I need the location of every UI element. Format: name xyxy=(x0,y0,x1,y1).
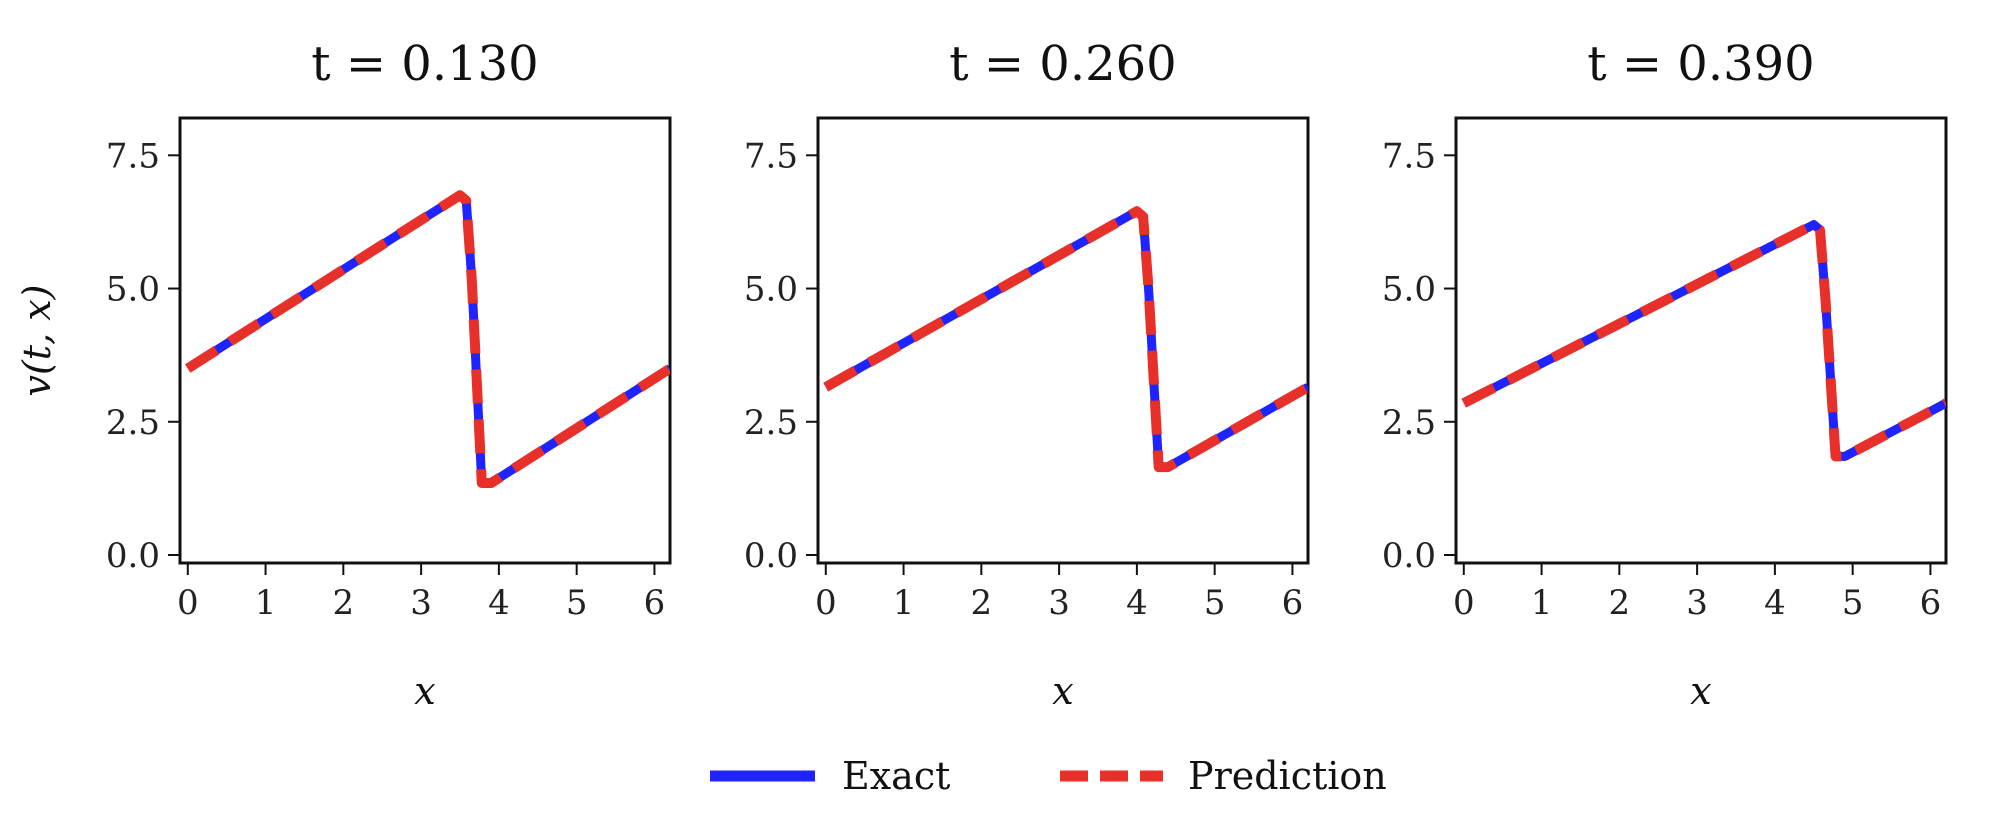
x-tick-label-3-4: 4 xyxy=(1764,583,1786,623)
x-tick-label-3-0: 0 xyxy=(1453,583,1475,623)
y-tick-label-3-2: 5.0 xyxy=(1382,270,1436,310)
x-tick-label-1-6: 6 xyxy=(644,583,666,623)
x-tick-label-2-1: 1 xyxy=(893,583,915,623)
x-tick-label-2-6: 6 xyxy=(1282,583,1304,623)
subplot-title-2: t = 0.260 xyxy=(949,36,1176,92)
x-tick-label-2-3: 3 xyxy=(1048,583,1070,623)
legend-prediction-label: Prediction xyxy=(1188,754,1387,798)
y-tick-label-3-3: 7.5 xyxy=(1382,136,1436,176)
y-tick-label-2-0: 0.0 xyxy=(744,536,798,576)
x-axis-label-2: x xyxy=(1052,669,1073,713)
x-tick-label-1-5: 5 xyxy=(566,583,588,623)
x-tick-label-2-0: 0 xyxy=(815,583,837,623)
y-tick-label-1-2: 5.0 xyxy=(106,270,160,310)
series-prediction-2 xyxy=(823,206,1308,473)
x-tick-label-3-3: 3 xyxy=(1686,583,1708,623)
y-tick-label-1-3: 7.5 xyxy=(106,136,160,176)
plot-area-1 xyxy=(178,116,672,565)
x-tick-label-1-2: 2 xyxy=(333,583,355,623)
y-tick-label-2-3: 7.5 xyxy=(744,136,798,176)
x-tick-label-2-5: 5 xyxy=(1204,583,1226,623)
y-tick-label-1-1: 2.5 xyxy=(106,403,160,443)
subplot-1: 0 1 2 3 4 5 6 0.0 2.5 5.0 7.5 t = 0.130 x v(t, x) xyxy=(15,36,672,713)
y-axis-label-1: v(t, x) xyxy=(15,285,59,397)
subplot-2: 0 1 2 3 4 5 6 0.0 2.5 5.0 7.5 t = 0.260 x xyxy=(744,36,1310,713)
series-prediction-1 xyxy=(185,190,670,489)
legend-exact-label: Exact xyxy=(842,754,950,798)
plot-area-3 xyxy=(1454,116,1948,565)
y-tick-label-3-1: 2.5 xyxy=(1382,403,1436,443)
x-tick-label-2-2: 2 xyxy=(971,583,993,623)
x-tick-label-1-4: 4 xyxy=(488,583,510,623)
x-tick-label-2-4: 4 xyxy=(1126,583,1148,623)
x-tick-label-1-1: 1 xyxy=(255,583,277,623)
x-tick-label-3-2: 2 xyxy=(1609,583,1631,623)
y-tick-label-3-0: 0.0 xyxy=(1382,536,1436,576)
series-prediction-3 xyxy=(1461,219,1946,462)
legend: Exact Prediction xyxy=(710,754,1387,798)
x-tick-label-1-3: 3 xyxy=(410,583,432,623)
x-tick-label-3-1: 1 xyxy=(1531,583,1553,623)
y-tick-label-2-2: 5.0 xyxy=(744,270,798,310)
y-tick-label-1-0: 0.0 xyxy=(106,536,160,576)
y-tick-label-2-1: 2.5 xyxy=(744,403,798,443)
x-tick-label-3-5: 5 xyxy=(1842,583,1864,623)
subplot-title-1: t = 0.130 xyxy=(311,36,538,92)
plot-area-2 xyxy=(816,116,1310,565)
x-tick-label-1-0: 0 xyxy=(177,583,199,623)
x-axis-label-3: x xyxy=(1690,669,1711,713)
subplot-3: 0 1 2 3 4 5 6 0.0 2.5 5.0 7.5 t = 0.390 x xyxy=(1382,36,1948,713)
subplot-title-3: t = 0.390 xyxy=(1587,36,1814,92)
x-axis-label-1: x xyxy=(414,669,435,713)
x-tick-label-3-6: 6 xyxy=(1920,583,1942,623)
